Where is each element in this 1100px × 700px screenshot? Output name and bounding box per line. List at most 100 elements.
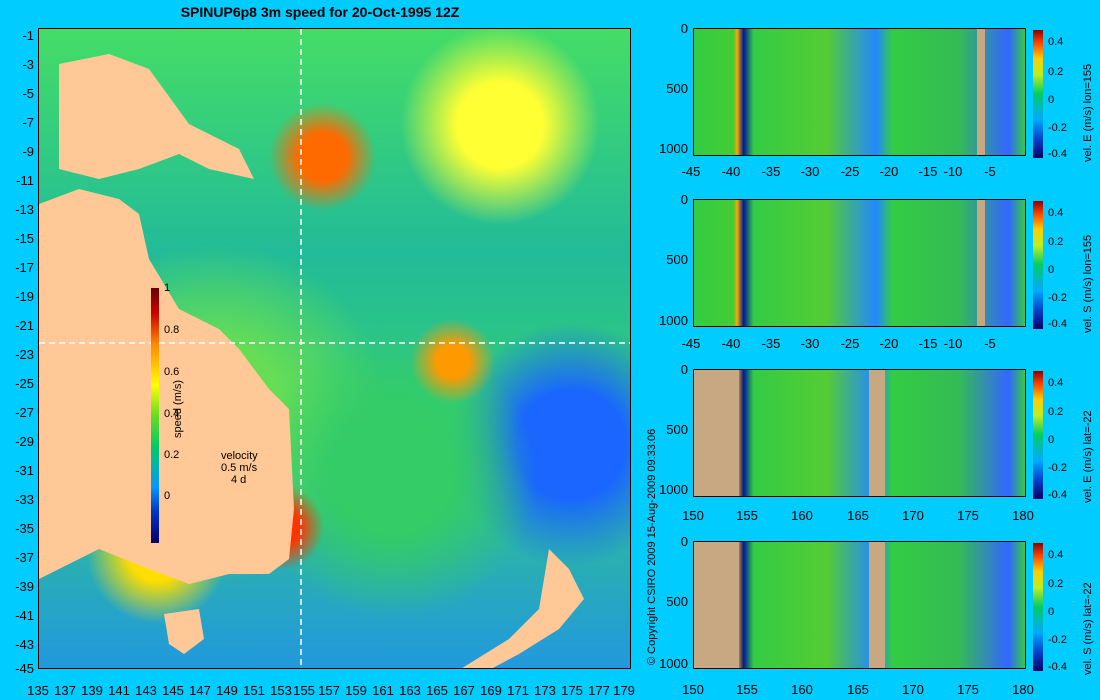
lat-tick: -40 [721,164,741,179]
lon-tick: 155 [736,508,758,523]
lon-label: 157 [318,683,340,698]
lon-label: 173 [534,683,556,698]
lon-label: 179 [613,683,635,698]
depth-tick: 1000 [659,313,688,328]
lon-tick: 155 [736,682,758,697]
colorbar-tick: 0.6 [164,366,180,378]
colorbar-tick: 0 [164,490,171,502]
depth-tick: 500 [666,594,688,609]
depth-tick: 500 [666,252,688,267]
section-colorbar-tick: 0.4 [1048,207,1064,219]
lat-label: -37 [15,550,34,565]
lat-tick: -35 [761,336,781,351]
section-colorbar-tick: 0.4 [1048,549,1064,561]
lat-tick: -15 [918,164,938,179]
section-colorbar-tick: 0 [1048,264,1055,276]
section-panel-3[interactable] [693,369,1026,497]
lat-label: -35 [15,521,34,536]
lon-tick: 180 [1012,508,1034,523]
lat-tick: -10 [943,164,963,179]
section-label: vel. S (m/s) lon=155 [1082,234,1094,333]
section-colorbar-tick: 0.4 [1048,36,1064,48]
section-colorbar-tick: 0.2 [1048,236,1064,248]
lon-label: 149 [216,683,238,698]
lat-label: -5 [22,86,34,101]
lon-label: 161 [372,683,394,698]
section-colorbar-tick: 0 [1048,94,1055,106]
lon-tick: 165 [847,682,869,697]
depth-tick: 0 [680,534,688,549]
lat-tick: -30 [800,164,820,179]
lat-label: -41 [15,608,34,623]
lat-label: -17 [15,260,34,275]
section-colorbar-tick: 0 [1048,434,1055,446]
velocity-key: velocity 0.5 m/s 4 d [221,450,258,486]
lat-tick: -20 [879,336,899,351]
lon-label: 143 [135,683,157,698]
lon-label: 153 [270,683,292,698]
velocity-key-speed: 0.5 m/s [221,462,258,474]
section-land [694,370,739,496]
section-label: vel. E (m/s) lon=155 [1082,63,1094,162]
colorbar-tick: 0.2 [164,449,180,461]
section-colorbar-tick: 0.4 [1048,377,1064,389]
depth-tick: 500 [666,422,688,437]
lon-tick: 160 [791,682,813,697]
section-colorbar-tick: -0.4 [1048,318,1067,330]
lat-tick: -5 [984,336,996,351]
lon-tick: 160 [791,508,813,523]
depth-tick: 500 [666,81,688,96]
lon-tick: 165 [847,508,869,523]
depth-tick: 0 [680,362,688,377]
lat-label: -7 [22,115,34,130]
lon-label: 175 [561,683,583,698]
section-colorbar-tick: 0.2 [1048,578,1064,590]
section-panel-1[interactable] [693,28,1026,156]
lat-label: -25 [15,376,34,391]
section-panel-2[interactable] [693,199,1026,327]
section-colorbar [1033,30,1043,158]
section-colorbar-tick: 0 [1048,606,1055,618]
depth-tick: 1000 [659,656,688,671]
lat-tick: -15 [918,336,938,351]
lat-label: -23 [15,347,34,362]
lon-label: 137 [54,683,76,698]
section-colorbar-tick: -0.4 [1048,148,1067,160]
lon-label: 169 [480,683,502,698]
lat-tick: -45 [681,164,701,179]
lat-label: -29 [15,434,34,449]
lat-label: -15 [15,231,34,246]
section-land [977,29,985,155]
lat-tick: -25 [840,336,860,351]
lon-label: 147 [189,683,211,698]
speed-colorbar [151,288,159,543]
lat-tick: -45 [681,336,701,351]
section-panel-4[interactable] [693,541,1026,669]
lon-tick: 175 [957,508,979,523]
velocity-key-time: 4 d [231,474,247,486]
lat-tick: -10 [943,336,963,351]
lat-label: -31 [15,463,34,478]
lat-tick: -5 [984,164,996,179]
lat-label: -39 [15,579,34,594]
speed-map[interactable] [38,28,631,669]
lon-tick: 150 [682,508,704,523]
lon-label: 171 [507,683,529,698]
lat-tick: -20 [879,164,899,179]
section-land [694,542,739,668]
section-label: vel. S (m/s) lat=-22 [1082,582,1094,675]
land-masses [39,29,630,668]
lon-label: 139 [81,683,103,698]
colorbar-tick: 0.4 [164,408,180,420]
lon-label: 163 [399,683,421,698]
lon-label: 135 [27,683,49,698]
lat-label: -45 [15,661,34,676]
lat-tick: -40 [721,336,741,351]
lat-label: -43 [15,637,34,652]
lon-tick: 150 [682,682,704,697]
lon-tick: 170 [902,682,924,697]
lat-label: -21 [15,318,34,333]
section-colorbar [1033,201,1043,329]
depth-tick: 1000 [659,141,688,156]
depth-tick: 0 [680,192,688,207]
